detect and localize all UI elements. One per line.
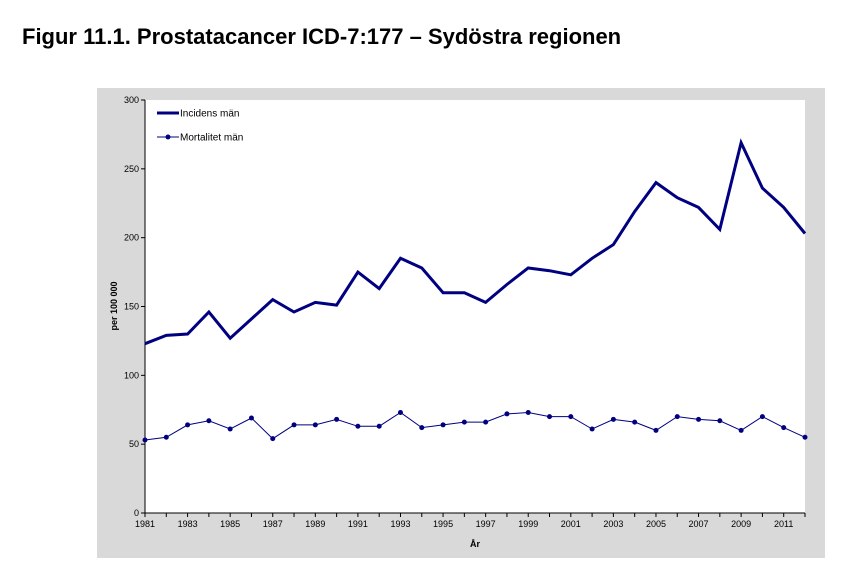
data-point — [696, 416, 702, 422]
data-point — [568, 414, 574, 420]
series-layer — [142, 138, 808, 443]
y-tick-label: 250 — [124, 164, 139, 174]
legend-marker — [165, 134, 171, 140]
x-tick-label: 2003 — [603, 519, 623, 529]
y-tick-label: 50 — [129, 439, 139, 449]
data-point — [759, 414, 765, 420]
series-line-0 — [144, 138, 807, 346]
data-point — [334, 416, 340, 422]
x-tick-label: 1985 — [220, 519, 240, 529]
y-tick-label: 150 — [124, 302, 139, 312]
data-point — [653, 427, 659, 433]
plot-area — [145, 100, 805, 513]
data-point — [504, 411, 510, 417]
y-axis-title: per 100 000 — [109, 281, 119, 330]
data-point — [227, 426, 233, 432]
x-tick-label: 1991 — [348, 519, 368, 529]
x-tick-label: 2007 — [689, 519, 709, 529]
legend: Incidens män Mortalitet män — [157, 109, 243, 144]
data-point — [461, 419, 467, 425]
x-tick-label: 2011 — [774, 519, 793, 529]
x-tick-label: 1981 — [135, 519, 155, 529]
y-tick-label: 300 — [124, 95, 139, 105]
data-point — [802, 434, 808, 440]
data-point — [547, 414, 553, 420]
data-point — [270, 436, 276, 442]
x-tick-label: 2009 — [731, 519, 751, 529]
data-point — [525, 410, 531, 416]
x-tick-label: 1997 — [476, 519, 496, 529]
legend-label: Mortalitet män — [180, 133, 243, 144]
data-point — [717, 418, 723, 424]
x-tick-label: 1989 — [305, 519, 325, 529]
x-axis-title: År — [470, 539, 480, 549]
data-point — [397, 410, 403, 416]
x-tick-label: 1993 — [390, 519, 410, 529]
data-point — [206, 418, 212, 424]
data-point — [781, 425, 787, 431]
legend-label: Incidens män — [180, 109, 239, 120]
data-point — [674, 414, 680, 420]
y-axis: 0 50 100 150 200 250 300 — [124, 95, 146, 518]
data-point — [419, 425, 425, 431]
data-point — [248, 415, 254, 421]
data-point — [291, 422, 297, 428]
data-point — [738, 427, 744, 433]
data-point — [376, 423, 382, 429]
data-point — [142, 437, 148, 443]
x-tick-label: 1983 — [178, 519, 198, 529]
x-tick-label: 1995 — [433, 519, 453, 529]
x-tick-label: 1987 — [263, 519, 283, 529]
data-point — [163, 434, 169, 440]
data-point — [355, 423, 361, 429]
x-tick-label: 1999 — [518, 519, 538, 529]
page-title: Figur 11.1. Prostatacancer ICD-7:177 – S… — [22, 24, 622, 49]
data-point — [589, 426, 595, 432]
y-tick-label: 200 — [124, 233, 139, 243]
y-tick-label: 100 — [124, 370, 139, 380]
data-point — [632, 419, 638, 425]
data-point — [185, 422, 191, 428]
y-tick-label: 0 — [134, 508, 139, 518]
chart-frame: 0 50 100 150 200 250 300 1981 1983 1985 1987 1989 1… — [97, 88, 825, 558]
x-tick-label: 2005 — [646, 519, 666, 529]
data-point — [483, 419, 489, 425]
x-axis: 1981 1983 1985 1987 1989 1991 1993 1995 1997 1999… — [135, 512, 806, 529]
data-point — [312, 422, 318, 428]
series-line-1 — [144, 411, 806, 441]
data-point — [440, 422, 446, 428]
x-tick-label: 2001 — [561, 519, 581, 529]
data-point — [610, 416, 616, 422]
